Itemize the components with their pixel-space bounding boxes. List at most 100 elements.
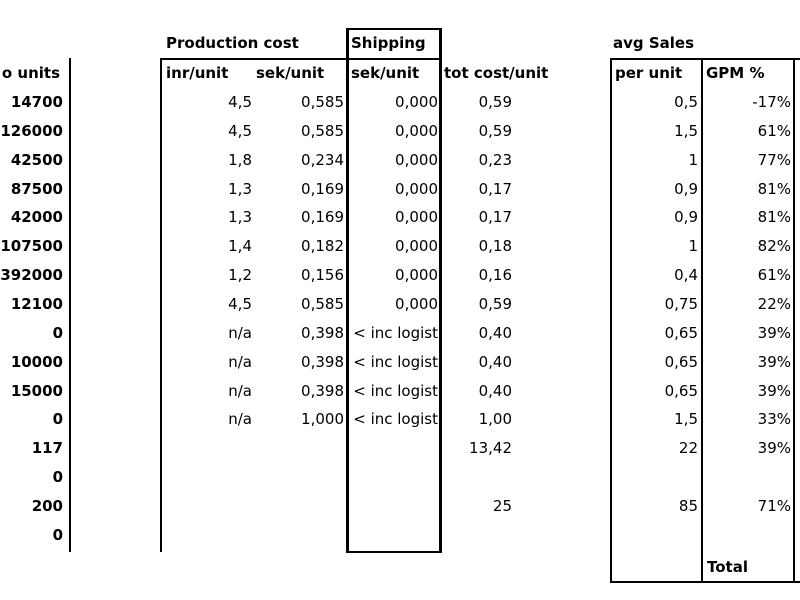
sek-unit-cell [256,463,344,492]
tot-cost-cell: 0,40 [478,382,512,400]
units-col-header: o units [1,64,60,82]
gpm-cell [704,521,791,550]
shipping-cell: 0,000 [395,295,438,313]
per-unit-cell: 1,5 [674,122,698,140]
inr-unit-cell: n/a [228,353,252,371]
per-unit-cell: 85 [678,497,698,515]
tot-cost-cell: 0,59 [478,93,512,111]
inr-unit-cell [166,463,252,492]
units-cell: 0 [52,468,63,486]
total-label: Total [707,558,748,576]
sek-unit-cell: 0,398 [301,324,344,342]
sek-unit-cell: 0,585 [301,295,344,313]
per-unit-cell: 0,65 [664,324,698,342]
per-unit-cell: 22 [678,439,698,457]
sek-unit-cell: 1,000 [301,410,344,428]
shipping-cell: 0,000 [395,237,438,255]
per-unit-cell: 1,5 [674,410,698,428]
tot-cost-cell: 1,00 [478,410,512,428]
units-cell: 15000 [10,382,63,400]
shipping-box-top-border [346,28,442,30]
shipping-box-left-border [346,28,349,553]
per-unit-cell: 0,4 [674,266,698,284]
inr-unit-cell: n/a [228,382,252,400]
tot-cost-cell: 0,23 [478,151,512,169]
units-cell: 14700 [10,93,63,111]
units-cell: 126000 [0,122,63,140]
inr-unit-cell: 4,5 [228,295,252,313]
sek-unit-cell [256,492,344,521]
inr-unit-cell: 1,2 [228,266,252,284]
per-unit-cell: 0,75 [664,295,698,313]
per-unit-cell: 0,9 [674,208,698,226]
sek-unit-cell: 0,234 [301,151,344,169]
inr-unit-cell [166,492,252,521]
tot-cost-cell: 0,17 [478,208,512,226]
inr-unit-cell: n/a [228,410,252,428]
units-cell: 392000 [0,266,63,284]
sek-unit-cell: 0,182 [301,237,344,255]
production-cost-header: Production cost [166,34,299,52]
sek-unit-cell: 0,169 [301,208,344,226]
sales-bottom-border [610,581,800,583]
gpm-cell: 61% [757,122,791,140]
avg-sales-header: avg Sales [613,34,695,52]
gpm-cell: 39% [757,382,791,400]
units-cell: 42500 [10,151,63,169]
tot-cost-cell: 0,59 [478,295,512,313]
per-unit-cell: 1 [688,237,698,255]
sek-unit-cell: 0,398 [301,353,344,371]
units-cell: 10000 [10,353,63,371]
units-cell: 12100 [10,295,63,313]
per-unit-cell: 0,9 [674,180,698,198]
sek-unit-cell: 0,398 [301,382,344,400]
gpm-cell: 33% [757,410,791,428]
shipping-cell: 0,000 [395,208,438,226]
gpm-cell: 81% [757,208,791,226]
gpm-cell: 39% [757,324,791,342]
shipping-cell [349,434,438,463]
gpm-cell [704,463,791,492]
per-unit-cell: 1 [688,151,698,169]
inr-unit-cell [166,521,252,550]
shipping-header-bottom-border [346,58,442,60]
inr-unit-cell: n/a [228,324,252,342]
shipping-cell: 0,000 [395,151,438,169]
per-unit-cell: 0,65 [664,353,698,371]
shipping-cell: < inc logist [353,410,438,428]
shipping-cell [349,521,438,550]
gpm-cell: 39% [757,439,791,457]
sek-unit-cell [256,521,344,550]
gpm-cell: 71% [757,497,791,515]
shipping-cell: 0,000 [395,122,438,140]
shipping-cell: 0,000 [395,93,438,111]
shipping-sek-unit-col-header: sek/unit [351,64,420,82]
shipping-cell [349,492,438,521]
inr-unit-cell [166,434,252,463]
shipping-cell: 0,000 [395,266,438,284]
shipping-header: Shipping [351,34,426,52]
sek-unit-cell: 0,585 [301,93,344,111]
tot-cost-cell [444,463,512,492]
per-unit-cell [612,463,698,492]
shipping-box-right-border [439,28,442,553]
inr-unit-cell: 4,5 [228,122,252,140]
production-header-bottom-border [160,58,348,60]
shipping-cell: 0,000 [395,180,438,198]
tot-cost-cell: 0,40 [478,353,512,371]
units-cell: 117 [31,439,63,457]
units-col-right-border [69,58,71,552]
shipping-cell: < inc logist [353,324,438,342]
tot-cost-cell: 0,59 [478,122,512,140]
sales-mid-divider [701,58,703,583]
per-unit-cell: 0,65 [664,382,698,400]
inr-unit-col-header: inr/unit [166,64,229,82]
shipping-cell: < inc logist [353,353,438,371]
tot-cost-cell [444,521,512,550]
units-cell: 42000 [10,208,63,226]
gpm-cell: 39% [757,353,791,371]
units-cell: 87500 [10,180,63,198]
units-cell: 0 [52,526,63,544]
tot-cost-cell: 13,42 [469,439,512,457]
tot-cost-cell: 0,17 [478,180,512,198]
